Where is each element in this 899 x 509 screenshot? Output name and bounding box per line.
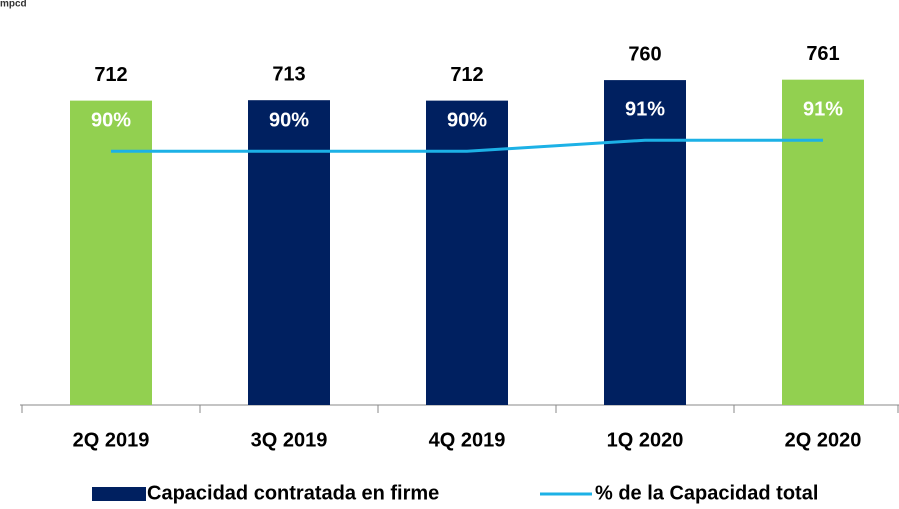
bar-value-label: 712 xyxy=(94,64,127,86)
bar xyxy=(604,80,686,405)
bar-value-label: 760 xyxy=(628,43,661,65)
legend-label: Capacidad contratada en firme xyxy=(147,482,439,504)
bar-value-label: 761 xyxy=(806,43,839,65)
x-tick-label: 2Q 2020 xyxy=(785,429,862,451)
bar xyxy=(248,100,330,405)
x-tick-label: 1Q 2020 xyxy=(607,429,684,451)
percent-label: 91% xyxy=(803,99,843,121)
x-tick-label: 2Q 2019 xyxy=(73,429,150,451)
bar xyxy=(70,100,152,406)
bar-value-label: 713 xyxy=(272,63,305,85)
unit-label: mpcd xyxy=(0,0,27,10)
percent-label: 90% xyxy=(269,110,309,132)
x-tick-label: 3Q 2019 xyxy=(251,429,328,451)
bar xyxy=(782,79,864,406)
legend-label: % de la Capacidad total xyxy=(595,482,818,504)
legend-swatch xyxy=(92,487,146,501)
percent-label: 90% xyxy=(447,110,487,132)
bar-value-label: 712 xyxy=(450,64,483,86)
line-series xyxy=(111,138,823,153)
x-tick-label: 4Q 2019 xyxy=(429,429,506,451)
percent-label: 91% xyxy=(625,99,665,121)
percent-label: 90% xyxy=(91,110,131,132)
bar xyxy=(426,100,508,406)
